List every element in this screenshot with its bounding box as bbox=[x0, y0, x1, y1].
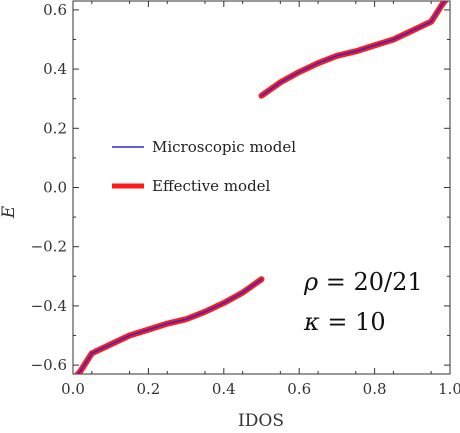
y-tick-label: 0.6 bbox=[43, 1, 67, 19]
y-tick-label: 0.2 bbox=[43, 119, 67, 137]
series-layer bbox=[74, 1, 449, 374]
y-axis-label: E bbox=[0, 205, 19, 219]
series-line-microscopic bbox=[76, 278, 263, 374]
series-line-microscopic bbox=[260, 1, 447, 97]
x-tick-label: 0.8 bbox=[363, 380, 387, 398]
annotation-kappa: κ = 10 bbox=[303, 308, 386, 336]
x-tick-label: 0.4 bbox=[212, 380, 236, 398]
x-tick-label: 0.6 bbox=[287, 380, 311, 398]
series-line-effective bbox=[74, 276, 265, 374]
axis-tick-labels: 0.0 0.2 0.4 0.6 0.8 1.0 −0.6 −0.4 −0.2 0.0 0.2 0.4 0… bbox=[31, 1, 460, 398]
legend: Microscopic model Effective model bbox=[112, 138, 296, 195]
x-tick-label: 1.0 bbox=[438, 380, 460, 398]
axis-ticks bbox=[72, 1, 451, 374]
legend-label-microscopic: Microscopic model bbox=[152, 138, 296, 156]
annotation-rho: ρ = 20/21 bbox=[303, 268, 423, 296]
y-tick-label: −0.2 bbox=[31, 238, 67, 256]
y-tick-label: −0.6 bbox=[31, 356, 67, 374]
rho-value: = 20/21 bbox=[318, 268, 423, 296]
x-axis-label: IDOS bbox=[238, 411, 284, 431]
y-tick-label: 0.0 bbox=[43, 179, 67, 197]
kappa-symbol: κ bbox=[303, 308, 320, 336]
x-tick-label: 0.0 bbox=[61, 380, 85, 398]
y-tick-label: −0.4 bbox=[31, 297, 67, 315]
y-tick-label: 0.4 bbox=[43, 60, 67, 78]
rho-symbol: ρ bbox=[303, 268, 318, 296]
legend-label-effective: Effective model bbox=[152, 177, 271, 195]
kappa-value: = 10 bbox=[320, 308, 386, 336]
series-line-effective bbox=[258, 1, 449, 99]
x-tick-label: 0.2 bbox=[136, 380, 160, 398]
